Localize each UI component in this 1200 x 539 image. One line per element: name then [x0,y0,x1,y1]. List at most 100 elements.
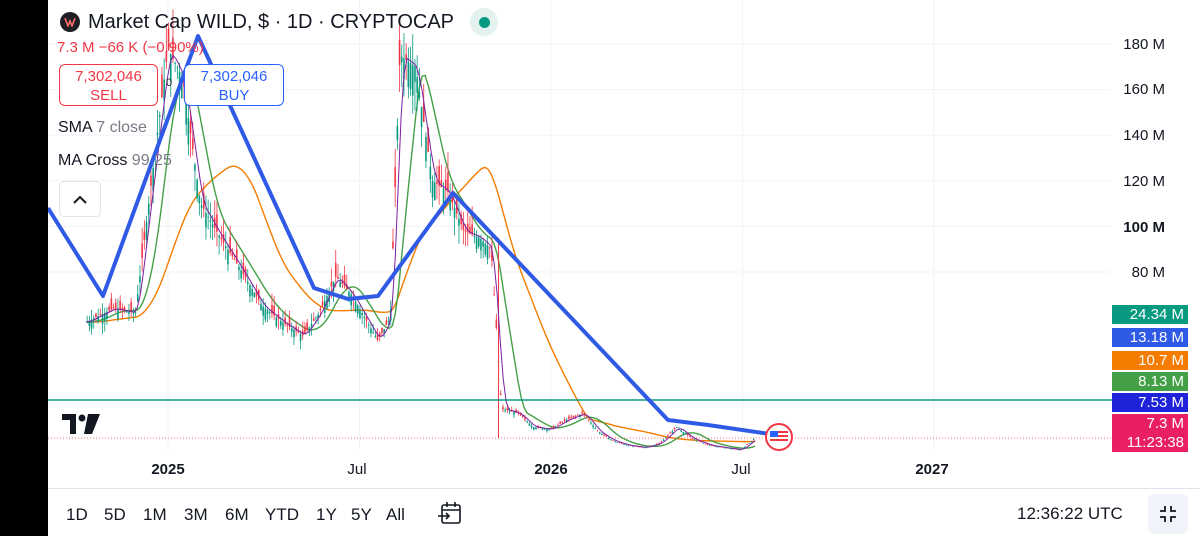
candle-body [354,301,357,312]
candle-body [746,444,748,445]
candle-body [99,313,102,316]
timeframe-ytd[interactable]: YTD [265,505,299,524]
candle-body [618,442,621,444]
timeframe-5d[interactable]: 5D [104,505,126,524]
symbol-title[interactable]: Market Cap WILD, $ · 1D · CRYPTOCAP [88,10,455,33]
candle-body [550,427,553,430]
candle-body [506,408,509,411]
candle-body [125,311,128,313]
candle-body [145,221,148,240]
timeframe-1m[interactable]: 1M [143,505,167,524]
candle-body [554,426,557,429]
candle-body [475,236,478,249]
go-to-date-icon[interactable] [438,501,464,527]
x-tick-2026: 2026 [534,461,568,478]
candle-body [662,439,665,441]
candle-body [165,51,168,62]
candle-body [359,309,361,319]
candle-body [638,446,641,448]
candle-body [304,326,306,334]
candle-body [172,37,174,59]
us-flag-event-icon[interactable] [765,423,793,451]
y-tick-100: 100 M [1123,219,1165,236]
utc-clock[interactable]: 12:36:22 UTC [1017,504,1123,523]
candle-body [132,312,135,314]
candle-body [425,136,427,162]
timeframe-all[interactable]: All [386,505,405,524]
candle-body [141,243,143,259]
sell-button[interactable]: 7,302,046 SELL [59,64,158,106]
candle-body [231,250,234,257]
indicator-sma[interactable]: SMA 7 close [58,119,147,137]
candle-body [387,321,390,322]
candle-body [645,447,647,449]
price-tag-ma-slow: 10.7 M [1112,351,1188,370]
candle-body [205,212,207,228]
candle-body [372,332,374,334]
candle-body [341,280,344,285]
candle-body [557,424,559,426]
candle-body [686,434,689,436]
market-status-icon[interactable] [470,8,499,36]
candle-body [561,422,564,424]
candle-body [735,448,737,450]
candle-body [249,285,251,297]
price-chart[interactable] [48,0,1200,488]
candle-body [508,410,511,412]
buy-button[interactable]: 7,302,046 BUY [184,64,284,106]
candle-body [495,319,498,328]
candle-body [334,262,337,277]
candle-body [194,164,196,171]
candle-body [750,441,753,442]
candle-body [627,445,630,447]
fullscreen-button[interactable] [1148,494,1188,534]
timeframe-6m[interactable]: 6M [225,505,249,524]
candle-body [667,434,669,436]
candle-body [224,246,227,248]
candle-body [708,445,711,447]
candle-body [251,288,253,296]
timeframe-1d[interactable]: 1D [66,505,88,524]
candle-body [337,276,339,279]
candle-body [466,223,469,233]
candle-body [339,281,341,287]
price-tag-sma: 7.53 M [1112,393,1188,412]
candle-body [730,448,733,450]
candle-body [447,172,449,193]
candle-body [405,54,407,60]
candle-body [673,427,676,430]
candle-body [106,311,108,319]
candle-body [367,324,370,326]
candle-body [502,407,504,410]
bottom-toolbar: 1D 5D 1M 3M 6M YTD 1Y 5Y All 12:36:22 UT… [48,488,1200,537]
candle-body [176,67,179,69]
sma-line [86,54,756,450]
candle-body [431,180,434,198]
candle-body [574,415,577,417]
candle-body [587,419,590,421]
candle-body [123,307,126,311]
timeframe-5y[interactable]: 5Y [351,505,372,524]
candle-body [656,443,658,445]
timeframe-1y[interactable]: 1Y [316,505,337,524]
chart-area[interactable] [48,0,1200,536]
candle-body [273,305,275,316]
candle-body [653,444,656,446]
tradingview-logo-icon[interactable] [62,414,102,436]
candle-body [409,63,412,89]
candle-body [680,430,682,432]
candle-body [726,447,729,449]
candle-body [594,428,597,429]
candle-body [229,237,231,254]
collapse-legend-button[interactable] [59,181,101,217]
timeframe-3m[interactable]: 3M [184,505,208,524]
candle-body [691,438,693,440]
candle-body [728,448,731,450]
candle-body [532,427,535,430]
candle-body [565,419,568,423]
candle-body [704,443,707,445]
indicator-ma-cross[interactable]: MA Cross 99 25 [58,152,172,170]
candle-body [169,54,172,81]
candle-body [706,444,709,446]
candle-body [416,77,418,93]
